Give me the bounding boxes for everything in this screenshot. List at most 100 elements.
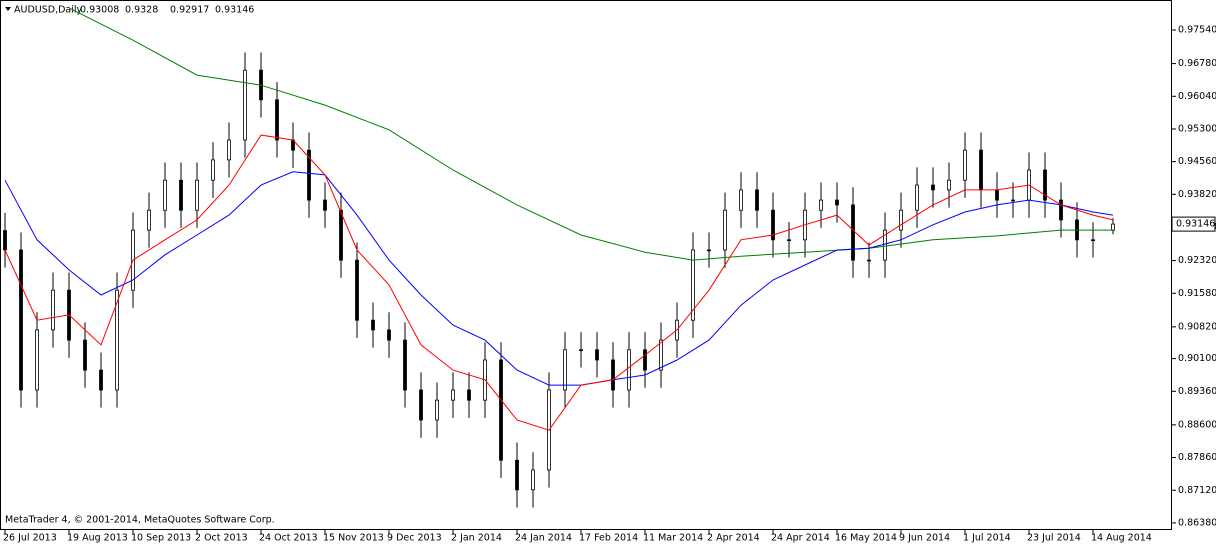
menu-arrow[interactable] bbox=[5, 7, 11, 11]
x-tick-label: 16 May 2014 bbox=[835, 533, 897, 544]
candle-body bbox=[355, 259, 359, 321]
candle-body bbox=[531, 469, 535, 491]
candle-body bbox=[739, 189, 743, 211]
x-tick-label: 2 Oct 2013 bbox=[195, 533, 248, 544]
candle-body bbox=[723, 209, 727, 251]
candle-body bbox=[419, 389, 423, 421]
moving-average bbox=[68, 7, 1113, 261]
candle-body bbox=[979, 149, 983, 191]
x-tick-label: 24 Apr 2014 bbox=[771, 533, 830, 544]
x-tick-label: 24 Oct 2013 bbox=[259, 533, 318, 544]
candle-body bbox=[819, 199, 823, 211]
candle-body bbox=[691, 249, 695, 321]
candle-body bbox=[899, 209, 903, 231]
x-tick-label: 24 Jan 2014 bbox=[515, 533, 572, 544]
y-tick-label: 0.92320 bbox=[1178, 255, 1216, 266]
candle-body bbox=[451, 389, 455, 401]
candle-body bbox=[851, 204, 855, 261]
candle-body bbox=[1011, 199, 1015, 202]
candle-body bbox=[147, 209, 151, 231]
candle-body bbox=[915, 184, 919, 211]
candle-body bbox=[995, 189, 999, 201]
header-value: 0.93146 bbox=[215, 5, 254, 16]
y-tick-label: 0.86380 bbox=[1178, 517, 1216, 528]
y-tick-label: 0.96780 bbox=[1178, 58, 1216, 69]
candle-body bbox=[595, 349, 599, 361]
price-label: 0.93146 bbox=[1176, 219, 1215, 230]
candle-body bbox=[611, 359, 615, 391]
candle-body bbox=[1091, 239, 1095, 242]
moving-average bbox=[4, 171, 1114, 386]
candle-body bbox=[275, 99, 279, 141]
x-tick-label: 2 Jan 2014 bbox=[451, 533, 502, 544]
candle-body bbox=[883, 229, 887, 261]
candle-body bbox=[99, 369, 103, 391]
x-tick-label: 2 Apr 2014 bbox=[707, 533, 760, 544]
candle-body bbox=[3, 230, 7, 251]
plot-frame bbox=[0, 0, 1172, 530]
moving-average bbox=[4, 134, 1114, 431]
x-tick-label: 15 Nov 2013 bbox=[323, 533, 384, 544]
x-tick-label: 14 Aug 2014 bbox=[1091, 533, 1152, 544]
candle-body bbox=[371, 319, 375, 331]
candle-body bbox=[499, 359, 503, 461]
candle-body bbox=[707, 249, 711, 252]
candle-body bbox=[1043, 169, 1047, 201]
symbol: AUDUSD,Daily bbox=[14, 5, 83, 16]
header-value: 0.9328 bbox=[125, 5, 158, 16]
candle-body bbox=[307, 149, 311, 201]
header-value: 0.93008 bbox=[80, 5, 119, 16]
candle-body bbox=[963, 149, 967, 181]
candle-body bbox=[339, 209, 343, 261]
price-box bbox=[1171, 216, 1216, 232]
candle-body bbox=[771, 209, 775, 241]
candle-body bbox=[947, 179, 951, 191]
candle-body bbox=[1111, 223, 1115, 231]
x-tick-label: 9 Dec 2013 bbox=[387, 533, 442, 544]
y-tick-label: 0.90100 bbox=[1178, 353, 1216, 364]
candle-body bbox=[227, 139, 231, 161]
candle-body bbox=[435, 399, 439, 421]
y-tick-label: 0.91580 bbox=[1178, 288, 1216, 299]
candle-body bbox=[467, 389, 471, 401]
candle-body bbox=[867, 259, 871, 262]
candle-body bbox=[515, 459, 519, 491]
y-tick-label: 0.87860 bbox=[1178, 452, 1216, 463]
candle-body bbox=[1059, 199, 1063, 221]
x-tick-label: 17 Feb 2014 bbox=[579, 533, 638, 544]
y-tick-label: 0.87120 bbox=[1178, 485, 1216, 496]
candle-body bbox=[19, 249, 23, 391]
candle-body bbox=[403, 339, 407, 391]
candle-body bbox=[579, 349, 583, 351]
x-tick-label: 9 Jun 2014 bbox=[899, 533, 950, 544]
candle-body bbox=[835, 199, 839, 206]
footer: MetaTrader 4, © 2001-2014, MetaQuotes So… bbox=[5, 515, 275, 526]
y-tick-label: 0.97540 bbox=[1178, 25, 1216, 36]
y-tick-label: 0.95300 bbox=[1178, 123, 1216, 134]
candle-body bbox=[195, 179, 199, 211]
candle-body bbox=[179, 179, 183, 211]
candle-body bbox=[931, 184, 935, 191]
candle-body bbox=[323, 199, 327, 211]
header-value: 0.92917 bbox=[170, 5, 209, 16]
candle-body bbox=[115, 289, 119, 391]
candle-body bbox=[243, 69, 247, 141]
x-tick-label: 23 Jul 2014 bbox=[1027, 533, 1081, 544]
candle-body bbox=[163, 179, 167, 211]
x-tick-label: 10 Sep 2013 bbox=[131, 533, 191, 544]
x-tick-label: 19 Aug 2013 bbox=[67, 533, 128, 544]
y-tick-label: 0.89360 bbox=[1178, 386, 1216, 397]
candle-body bbox=[387, 329, 391, 341]
candle-body bbox=[83, 339, 87, 371]
candle-body bbox=[643, 349, 647, 371]
candle-body bbox=[51, 289, 55, 331]
y-tick-label: 0.90820 bbox=[1178, 321, 1216, 332]
x-tick-label: 26 Jul 2013 bbox=[3, 533, 57, 544]
candle-body bbox=[659, 339, 663, 371]
y-tick-label: 0.93820 bbox=[1178, 189, 1216, 200]
candle-body bbox=[563, 349, 567, 391]
candle-body bbox=[755, 189, 759, 211]
x-tick-label: 1 Jul 2014 bbox=[963, 533, 1011, 544]
